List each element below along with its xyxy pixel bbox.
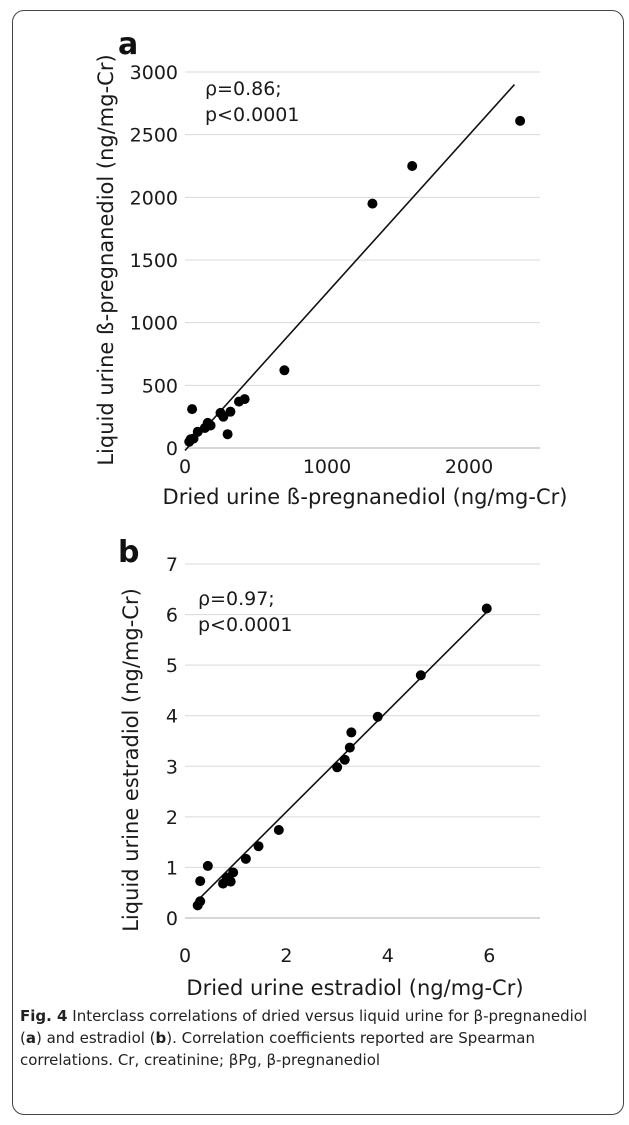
data-point — [225, 876, 236, 887]
y-axis-title-b: Liquid urine estradiol (ng/mg-Cr) — [119, 588, 143, 932]
data-point — [202, 860, 213, 871]
stat-rho-b: ρ=0.97; — [198, 588, 275, 610]
x-tick-label: 4 — [382, 945, 394, 967]
panel-label-b: b — [118, 535, 139, 570]
y-tick-label: 1500 — [130, 250, 178, 272]
y-tick-label: 2000 — [130, 187, 178, 209]
data-point — [407, 161, 418, 171]
data-point — [205, 420, 216, 431]
figure-caption: Fig. 4 Interclass correlations of dried … — [20, 1005, 610, 1071]
data-point — [515, 115, 526, 126]
data-point — [332, 762, 343, 773]
data-point — [228, 867, 239, 878]
data-point — [372, 711, 383, 722]
y-axis-title-a: Liquid urine ß-pregnanediol (ng/mg-Cr) — [94, 54, 118, 465]
y-tick-label: 2500 — [130, 125, 178, 147]
x-tick-label: 6 — [483, 945, 495, 967]
data-point — [481, 603, 492, 614]
x-tick-label: 2 — [280, 945, 292, 967]
stat-p-b: p<0.0001 — [198, 614, 292, 636]
data-point — [239, 394, 250, 405]
panel-label-a: a — [118, 27, 138, 62]
data-point — [218, 411, 229, 422]
data-point — [273, 825, 284, 836]
x-axis-title-b: Dried urine estradiol (ng/mg-Cr) — [186, 976, 523, 1000]
caption-text-2: ) and estradiol ( — [35, 1029, 156, 1047]
y-tick-label: 4 — [166, 706, 178, 728]
y-tick-label: 0 — [166, 438, 178, 460]
data-point — [195, 896, 206, 907]
caption-ref-b: b — [155, 1029, 167, 1047]
chart-a: a 0 500 1000 1500 2000 2500 3000 0 1000 2000 ρ=0.… — [94, 27, 567, 509]
caption-text-3: ). Correlation coefficients reported are… — [20, 1029, 535, 1069]
data-point — [415, 670, 426, 681]
y-tick-label: 500 — [142, 375, 178, 397]
y-tick-label: 1 — [166, 857, 178, 879]
y-tick-label: 5 — [166, 655, 178, 677]
x-tick-label: 1000 — [303, 456, 351, 478]
data-point — [253, 841, 264, 852]
x-axis-title-a: Dried urine ß-pregnanediol (ng/mg-Cr) — [163, 485, 568, 509]
data-point — [187, 404, 198, 415]
caption-ref-a: a — [25, 1029, 36, 1047]
trend-line — [184, 83, 516, 452]
data-point — [225, 406, 236, 417]
y-tick-label: 0 — [166, 908, 178, 930]
data-point — [240, 853, 251, 864]
figure-frame — [12, 10, 624, 1115]
x-tick-label: 0 — [179, 456, 191, 478]
y-tick-label: 3000 — [130, 62, 178, 84]
y-tick-label: 2 — [166, 807, 178, 829]
x-tick-label: 2000 — [445, 456, 493, 478]
data-point — [367, 198, 378, 209]
stat-p-a: p<0.0001 — [205, 104, 299, 126]
chart-b: b 0 1 2 3 4 5 6 7 0 2 4 6 ρ=0.97; p<0.0001 Dried ur… — [118, 535, 540, 1000]
data-point — [222, 429, 233, 440]
data-point — [279, 365, 290, 376]
y-tick-label: 6 — [166, 605, 178, 627]
data-point — [339, 754, 350, 765]
x-tick-label: 0 — [179, 945, 191, 967]
y-tick-label: 7 — [166, 554, 178, 576]
y-tick-label: 1000 — [130, 313, 178, 335]
y-tick-label: 3 — [166, 756, 178, 778]
data-point — [195, 876, 206, 887]
data-point — [346, 727, 357, 738]
caption-label: Fig. 4 — [20, 1007, 68, 1025]
caption-text-1: Interclass correlations of dried versus … — [20, 1007, 588, 1047]
stat-rho-a: ρ=0.86; — [205, 78, 282, 100]
data-point — [344, 742, 355, 753]
